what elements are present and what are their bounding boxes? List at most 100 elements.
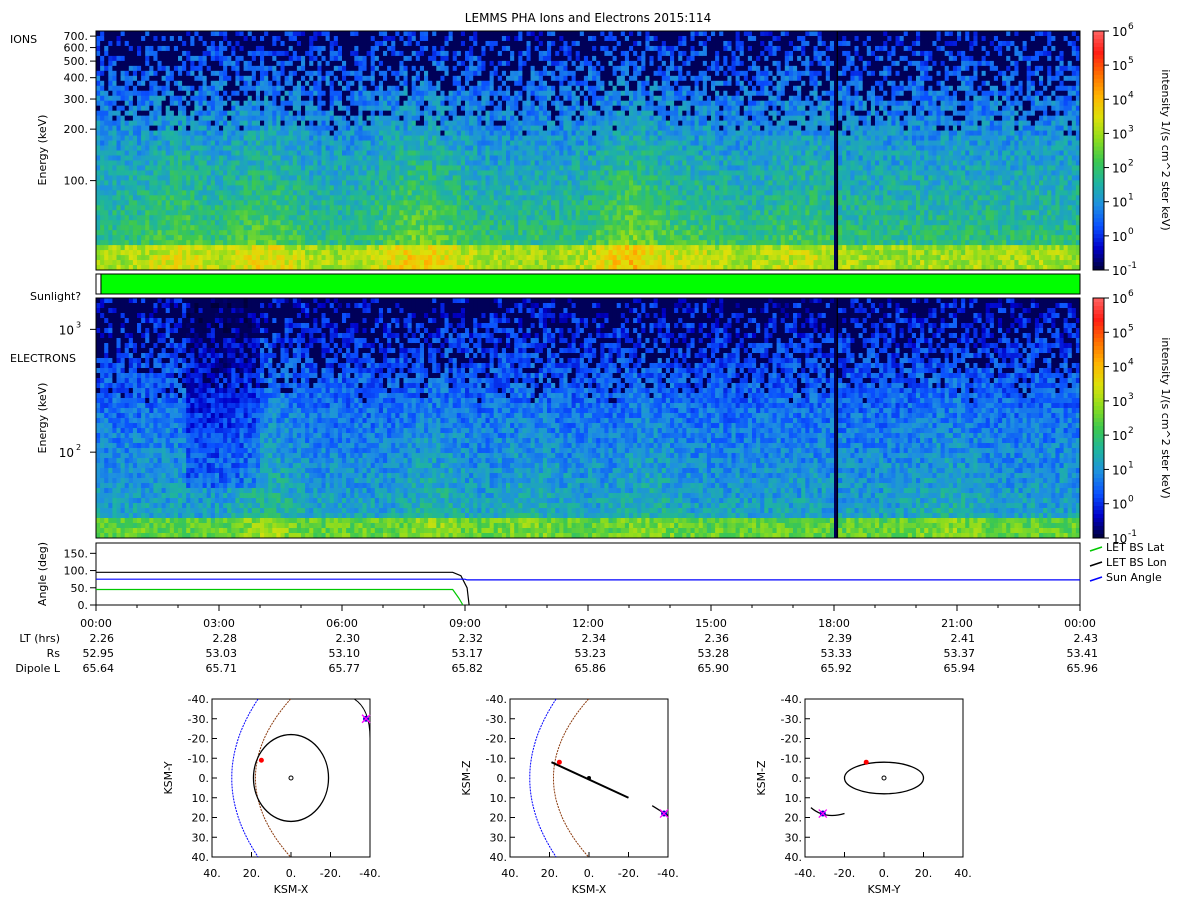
ions-cell [149,90,154,97]
ions-cell [264,150,269,156]
ions-cell [296,150,302,156]
ions-cell [501,31,507,37]
ions-cell [309,100,314,107]
ions-cell [350,105,355,112]
ions-cell [132,255,138,261]
ions-cell [469,150,474,156]
ions-cell [337,65,343,72]
ions-cell [497,160,503,166]
ions-cell [288,105,294,112]
ions-cell [116,170,121,176]
ions-cell [96,95,101,102]
ions-cell [272,90,277,97]
ions-cell [317,235,322,241]
ions-cell [399,145,404,151]
ions-cell [477,195,482,201]
ions-cell [415,90,421,97]
ions-cell [194,175,199,181]
ions-cell [378,85,384,92]
ions-cell [337,50,343,57]
ions-cell [452,130,458,136]
ions-cell [182,210,187,216]
ions-cell [378,215,384,221]
ions-cell [518,210,523,216]
ions-cell [108,230,113,236]
ions-cell [436,190,441,196]
ions-cell [120,170,126,176]
ions-cell [428,205,433,211]
ions-cell [354,170,359,176]
ions-cell [178,125,183,131]
ions-cell [366,40,372,47]
ions-cell [202,105,208,112]
ions-cell [112,165,117,171]
ions-cell [518,255,523,261]
ions-cell [141,255,146,261]
ions-cell [108,250,113,256]
ions-cell [149,50,154,57]
ions-cell [223,125,228,131]
ions-cell [473,160,478,166]
ions-cell [108,245,113,251]
ions-cell [370,60,376,67]
ions-cell [153,50,158,57]
ions-cell [469,75,474,82]
ions-cell [415,250,421,256]
ions-cell [383,260,388,266]
ions-cell [108,31,113,37]
ions-cell [145,110,150,117]
ions-cell [116,125,121,131]
ions-cell [485,190,490,196]
ions-cell [407,135,413,141]
ions-cell [104,105,109,112]
ions-cell [333,260,339,266]
ions-cell [350,175,355,181]
ions-cell [469,40,474,47]
ions-cell [309,210,314,216]
ions-cell [112,205,117,211]
ions-cell [231,115,236,122]
ions-cell [305,155,310,161]
ions-cell [444,95,449,102]
ions-cell [497,240,503,246]
ions-cell [120,235,126,241]
ions-cell [227,80,232,87]
ions-cell [333,220,339,226]
ions-cell [342,170,347,176]
ions-cell [374,225,380,231]
ions-cell [493,50,499,57]
ions-cell [354,180,359,186]
ions-cell [231,120,236,127]
ions-cell [255,60,261,67]
ions-cell [465,80,470,87]
ions-cell [227,35,232,42]
ions-cell [317,255,322,261]
ions-cell [120,85,126,92]
ions-cell [510,95,515,102]
ions-cell [292,175,298,181]
ions-cell [391,90,396,97]
ions-cell [214,165,220,171]
ions-cell [399,35,404,42]
ions-cell [419,145,425,151]
ions-cell [202,185,208,191]
ions-cell [243,90,249,97]
ions-cell [481,230,486,236]
ions-cell [489,195,495,201]
ions-cell [260,31,265,37]
ions-cell [448,250,454,256]
ions-cell [424,70,429,77]
ions-cell [260,135,265,141]
ions-cell [358,205,363,211]
ions-cell [116,210,121,216]
ions-cell [370,145,376,151]
ions-cell [387,35,392,42]
ions-cell [305,165,310,171]
ions-cell [448,230,454,236]
ions-cell [358,80,363,87]
ions-cell [325,245,331,251]
ions-cell [333,31,339,37]
ions-cell [465,260,470,266]
ions-cell [272,75,277,82]
ions-cell [280,75,285,82]
